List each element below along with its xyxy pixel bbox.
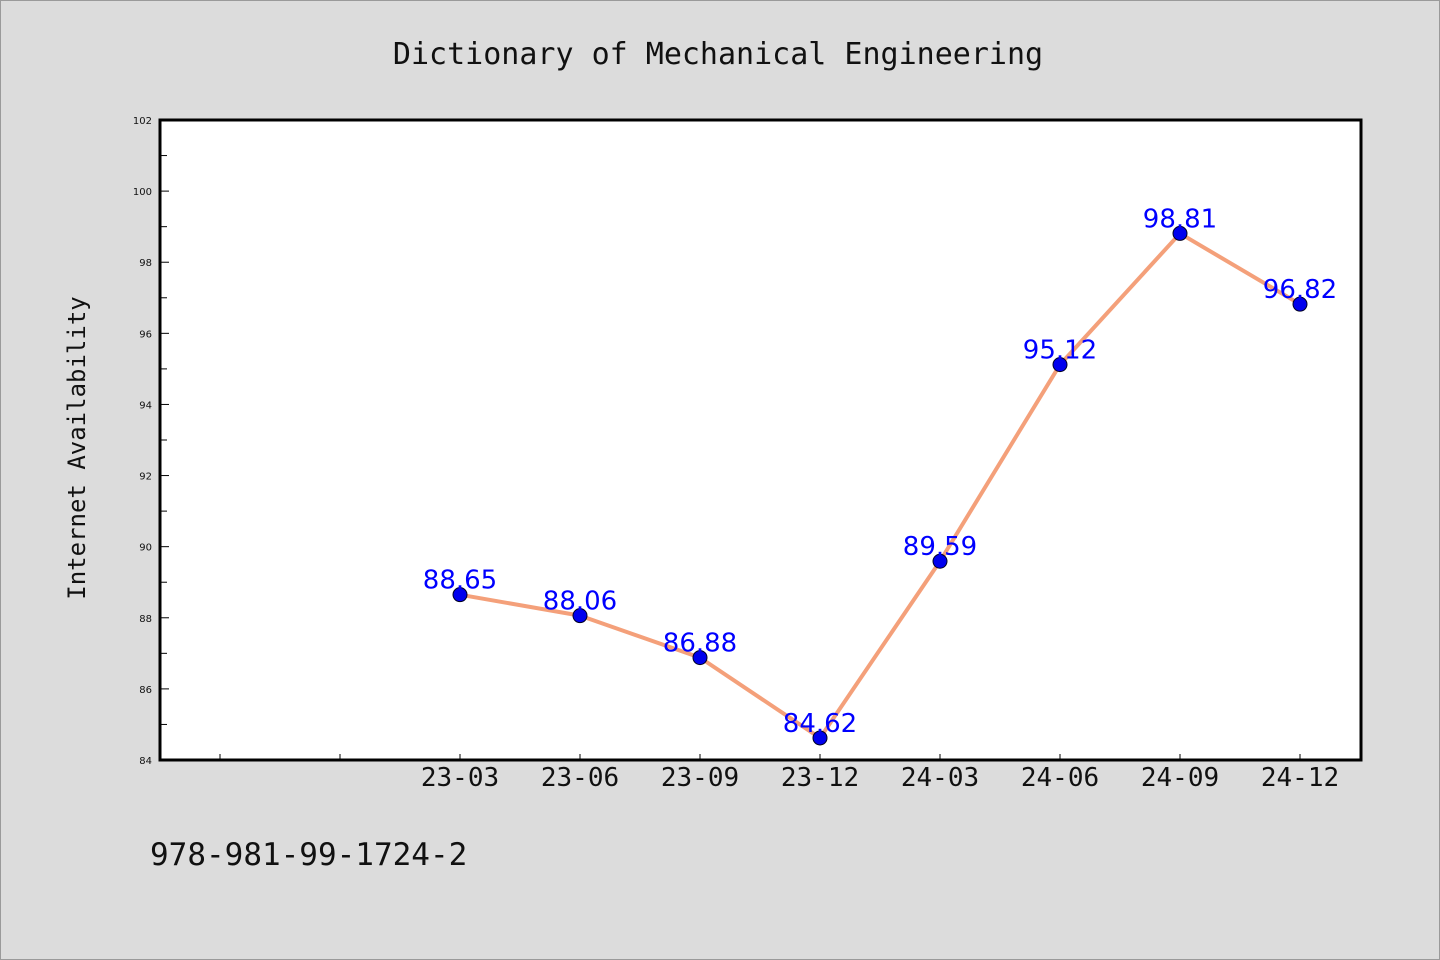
y-tick-label: 88 [139,614,152,625]
data-point-marker [1292,296,1308,312]
x-tick-label: 24-09 [1141,763,1219,793]
chart-title: Dictionary of Mechanical Engineering [393,37,1043,72]
y-tick-label: 98 [139,258,152,269]
y-tick-label: 90 [139,543,152,554]
y-tick-label: 92 [139,472,152,483]
series-line [459,231,1302,740]
x-tick-label: 24-12 [1261,763,1339,793]
data-point-marker [932,553,948,569]
data-point-marker [572,608,588,624]
x-tick-label: 23-12 [781,763,859,793]
data-label: 88.65 [423,566,497,596]
plot-area [158,118,1363,762]
data-point-marker [692,650,708,666]
data-label: 96.82 [1263,275,1337,305]
y-tick-label: 94 [139,400,152,411]
y-tick-label: 100 [133,187,152,198]
isbn-text: 978-981-99-1724-2 [150,837,467,873]
y-tick-label: 86 [139,685,152,696]
y-tick-label: 102 [133,116,152,127]
y-tick-label: 84 [139,756,152,767]
data-point-marker [812,730,828,746]
data-point-marker [1172,225,1188,241]
x-tick-label: 23-06 [541,763,619,793]
data-label: 89.59 [903,532,977,562]
y-tick-label: 96 [139,329,152,340]
x-tick-label: 24-03 [901,763,979,793]
data-label: 88.06 [543,587,617,617]
series-layer: 88.65 88.06 86.88 84.62 89.59 95.12 98.81 96.82 [423,204,1337,746]
x-tick-label: 24-06 [1021,763,1099,793]
data-point-marker [452,587,468,603]
data-label: 95.12 [1023,336,1097,366]
x-tick-label: 23-03 [421,763,499,793]
y-axis-label: Internet Availability [63,296,91,599]
y-axis-ticks: 84 86 88 90 92 94 96 98 100 102 [133,116,169,767]
x-axis-ticks: 23-03 23-06 23-09 23-12 24-03 24-06 24-09 24-12 [219,754,1339,793]
x-tick-label: 23-09 [661,763,739,793]
data-point-marker [1052,357,1068,373]
data-label: 86.88 [663,629,737,659]
data-label: 98.81 [1143,204,1217,234]
data-label: 84.62 [783,709,857,739]
